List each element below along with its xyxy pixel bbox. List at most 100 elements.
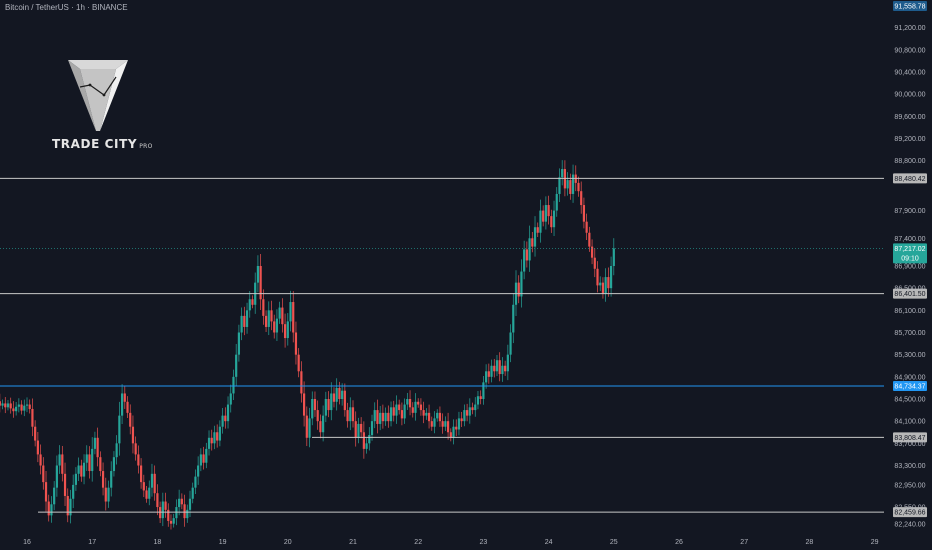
price-tick-label: 86,100.00 [894, 308, 925, 315]
candle [118, 401, 121, 456]
date-tick-label: 29 [871, 539, 879, 546]
candle [123, 385, 126, 409]
candle [207, 430, 211, 456]
candle [593, 248, 596, 278]
price-tick-label: 90,000.00 [894, 92, 925, 99]
candle [370, 414, 374, 441]
candle [322, 405, 325, 442]
candle [319, 414, 322, 439]
candle [297, 348, 300, 378]
current-price-value: 87,217.02 [894, 246, 925, 253]
candle [482, 376, 485, 405]
candle [4, 397, 7, 414]
candle [509, 324, 512, 363]
candle [327, 391, 330, 418]
candle [237, 324, 240, 362]
candle [411, 402, 414, 418]
candle [229, 384, 232, 413]
candle [69, 489, 72, 524]
candle [294, 321, 298, 365]
candle [588, 226, 591, 252]
candle [311, 391, 314, 426]
candle [501, 357, 504, 382]
level-label: 86,401.50 [893, 288, 927, 299]
candle [264, 310, 268, 332]
price-tick-label: 88,800.00 [894, 158, 925, 165]
candle [452, 419, 455, 445]
candle [528, 225, 531, 272]
date-tick-label: 25 [610, 539, 618, 546]
candle [338, 381, 341, 405]
date-tick-label: 24 [545, 539, 553, 546]
candle [474, 397, 477, 417]
candle [164, 492, 167, 518]
price-tick-label: 90,800.00 [894, 47, 925, 54]
level-value: 88,480.42 [894, 176, 925, 183]
candle [398, 399, 401, 415]
candle [566, 172, 569, 196]
candle [197, 456, 200, 485]
candle [444, 416, 447, 432]
candle [93, 431, 97, 455]
date-tick-label: 19 [219, 539, 227, 546]
candle [346, 402, 349, 428]
candle [531, 232, 534, 253]
candle [487, 363, 490, 384]
candle [419, 398, 423, 416]
candle [343, 383, 346, 417]
candle [12, 401, 15, 418]
candle [259, 254, 262, 311]
candle [389, 401, 393, 427]
date-tick-label: 27 [740, 539, 748, 546]
candle [232, 369, 235, 400]
candle [169, 514, 173, 530]
candle [153, 465, 156, 501]
candle [1, 399, 4, 410]
time-axis[interactable]: 16 17 18 19 20 21 22 23 24 25 26 27 28 29 [23, 539, 878, 546]
candle [335, 378, 338, 411]
price-levels: 88,480.42 86,401.50 84,734.37 83,808.47 82,4… [0, 173, 927, 518]
symbol-title: Bitcoin / TetherUS · 1h · BINANCE [5, 3, 128, 12]
candle [427, 404, 431, 429]
price-axis[interactable]: 91,200.00 90,800.00 90,400.00 90,000.00 89,6… [893, 1, 927, 529]
candle [324, 391, 327, 423]
candle [137, 445, 140, 474]
candle [115, 435, 118, 465]
candle [112, 451, 116, 477]
price-tick-label: 90,400.00 [894, 70, 925, 77]
candle [42, 457, 45, 490]
candle [504, 360, 507, 376]
candle [167, 503, 170, 527]
candle-countdown: 09:10 [901, 255, 919, 262]
price-tick-label: 89,600.00 [894, 114, 925, 121]
candle [490, 359, 493, 383]
candle [582, 197, 586, 229]
candle [387, 405, 390, 428]
candle [186, 504, 189, 523]
candle [129, 404, 132, 435]
candle [466, 403, 469, 422]
candle [555, 187, 558, 217]
candle [558, 168, 561, 202]
candle [520, 259, 523, 308]
candle [422, 401, 425, 424]
candle [245, 302, 249, 334]
price-tick-label: 84,900.00 [894, 374, 925, 381]
candle [194, 469, 197, 495]
candle [120, 384, 124, 425]
candle [357, 417, 360, 444]
candle [455, 419, 458, 437]
candle [341, 383, 344, 406]
candle [25, 397, 29, 413]
level-label: 88,480.42 [893, 173, 927, 184]
candle [80, 459, 83, 482]
candle [379, 405, 382, 431]
candle [178, 489, 181, 516]
candle [550, 209, 553, 233]
candle [224, 407, 227, 429]
price-tick-label: 84,500.00 [894, 397, 925, 404]
candle [460, 411, 463, 427]
candle [539, 199, 542, 243]
funnel-cube-logo-icon [68, 60, 128, 131]
